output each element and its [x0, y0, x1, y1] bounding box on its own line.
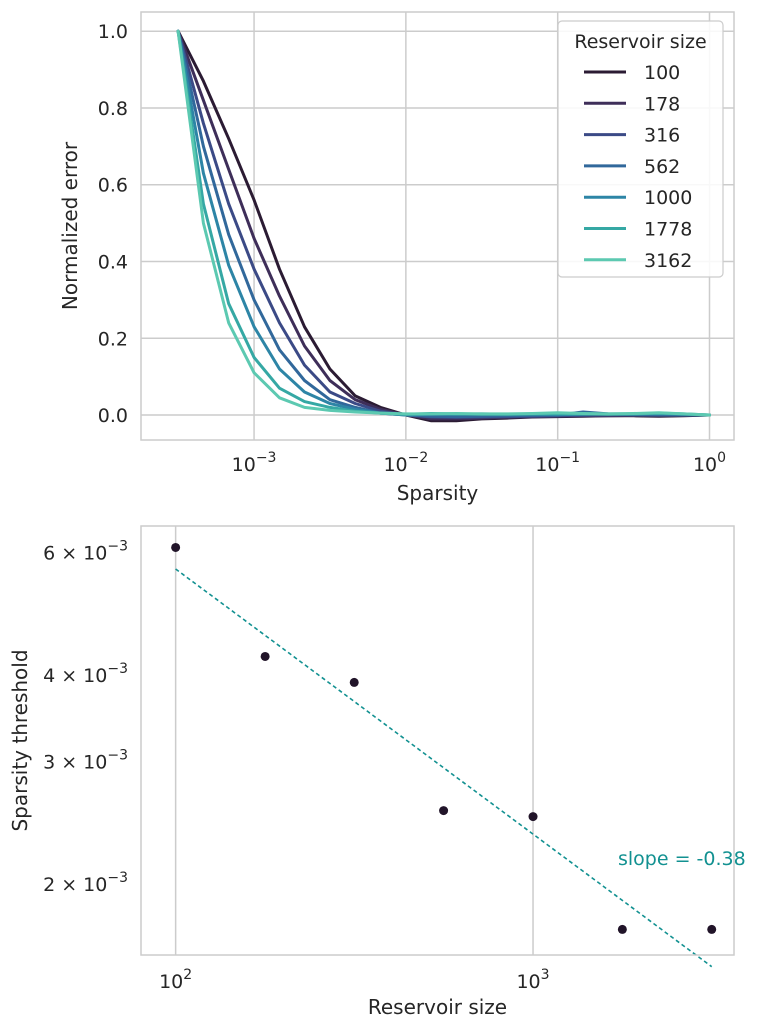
- x-tick-label: 10−3: [232, 450, 277, 476]
- slope-annotation: slope = -0.38: [618, 848, 746, 870]
- x-tick-label: 10−1: [535, 450, 580, 476]
- x-tick-label: 10−2: [383, 450, 428, 476]
- y-tick-labels: 2 × 10−3 3 × 10−3 4 × 10−3 6 × 10−3: [43, 538, 128, 895]
- legend-label: 100: [644, 62, 680, 84]
- y-tick-label: 0.6: [98, 175, 128, 197]
- scatter-point: [707, 924, 717, 934]
- scatter-point: [260, 651, 270, 661]
- scatter-point: [528, 812, 538, 822]
- y-tick-label: 6 × 10−3: [43, 538, 128, 564]
- legend-label: 562: [644, 156, 680, 178]
- threshold-vs-size-chart: 102 103 2 × 10−33 × 10−34 × 10−36 × 10−3 …: [8, 525, 746, 1019]
- plot-frame: [140, 525, 735, 956]
- y-tick-label: 3 × 10−3: [43, 748, 128, 774]
- y-axis-label: Normalized error: [58, 141, 82, 310]
- x-tick-labels: 102 103: [159, 967, 550, 993]
- scatter-point: [349, 677, 359, 687]
- y-tick-label: 0.0: [98, 405, 128, 427]
- legend-box: [557, 20, 724, 278]
- fit-line: [175, 568, 713, 968]
- series-lines: [176, 29, 711, 423]
- y-tick-label: 4 × 10−3: [43, 661, 128, 687]
- legend-label: 178: [644, 93, 680, 115]
- y-tick-label: 0.2: [98, 328, 128, 350]
- y-tick-label: 2 × 10−3: [43, 870, 128, 896]
- x-tick-labels: 10−3 10−2 10−1 100: [232, 450, 726, 476]
- legend-label: 3162: [644, 250, 692, 272]
- legend-label: 316: [644, 125, 680, 147]
- legend-label: 1778: [644, 219, 692, 241]
- x-tick-label: 103: [516, 967, 549, 993]
- y-tick-label: 0.8: [98, 98, 128, 120]
- legend: Reservoir size 100 178 316 562 1000 1778 3162: [557, 20, 724, 278]
- x-axis-label: Reservoir size: [368, 995, 507, 1019]
- legend-items: 100 178 316 562 1000 1778 3162: [584, 62, 692, 272]
- y-tick-label: 0.4: [98, 252, 128, 274]
- x-axis-label: Sparsity: [397, 481, 479, 505]
- scatter-points: [171, 542, 717, 934]
- legend-title: Reservoir size: [574, 31, 706, 53]
- series-line-3162: [176, 29, 711, 417]
- scatter-point: [171, 542, 181, 552]
- error-vs-sparsity-chart: 10−3 10−2 10−1 100 0.0 0.2 0.4 0.6 0.8 1.0 Spars…: [58, 11, 735, 505]
- x-tick-label: 102: [159, 967, 192, 993]
- x-tick-label: 100: [693, 450, 726, 476]
- legend-label: 1000: [644, 187, 692, 209]
- y-axis-label: Sparsity threshold: [8, 649, 32, 831]
- y-tick-labels: 0.0 0.2 0.4 0.6 0.8 1.0: [98, 21, 128, 427]
- gridlines: [174, 526, 534, 955]
- y-tick-label: 1.0: [98, 21, 128, 43]
- scatter-point: [439, 806, 449, 816]
- scatter-point: [617, 924, 627, 934]
- plot-frame: [140, 11, 735, 441]
